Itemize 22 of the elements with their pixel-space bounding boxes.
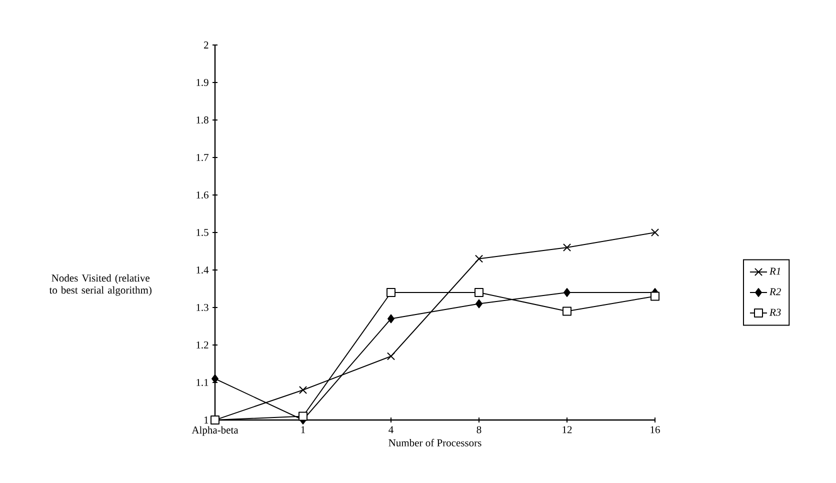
legend-label: R3	[769, 308, 781, 316]
y-tick-label: 1.6	[196, 191, 208, 199]
x-tick-label: 4	[388, 426, 394, 434]
x-tick-label: 12	[562, 426, 572, 434]
x-tick-label: 8	[476, 426, 482, 434]
y-tick-label: 1.7	[196, 154, 209, 162]
x-axis-title: Number of Processors	[388, 438, 482, 446]
x-tick-label: 1	[301, 426, 305, 434]
y-tick-label: 1.5	[196, 228, 208, 236]
y-tick-label: 1.3	[196, 304, 208, 312]
y-tick-label: 2	[204, 42, 208, 48]
legend-label: R2	[769, 288, 781, 296]
legend-label: R1	[769, 268, 780, 275]
y-axis-title: Nodes Visited (relative to best serial algorithm)	[49, 274, 152, 296]
y-tick-label: 1.2	[196, 341, 208, 349]
y-tick-label: 1.9	[196, 78, 208, 86]
y-tick-label: 1.8	[196, 116, 208, 124]
y-tick-label: 1	[204, 416, 208, 424]
x-tick-label: Alpha-beta	[192, 426, 238, 436]
y-tick-label: 1.4	[196, 266, 209, 274]
x-tick-label: 16	[650, 426, 660, 434]
y-tick-label: 1.1	[196, 378, 208, 386]
